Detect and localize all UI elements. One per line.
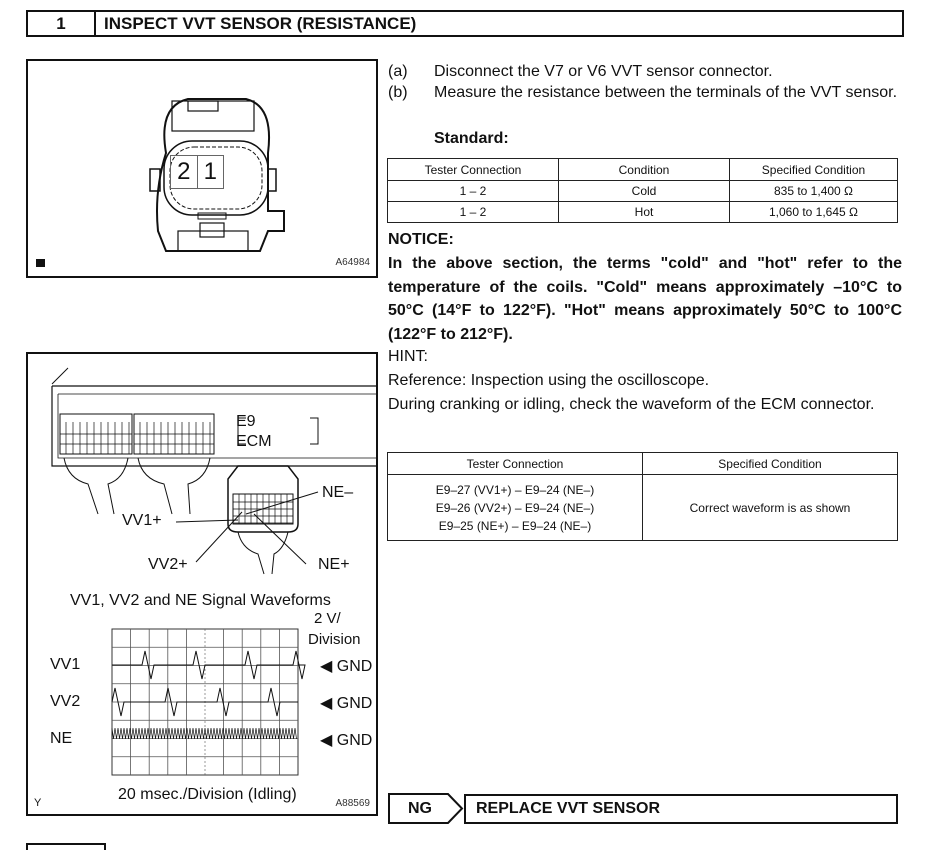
gnd-marker-vv1: ◀ GND [320,658,373,675]
gnd-marker-vv2: ◀ GND [320,695,373,712]
time-per-division: 20 msec./Division (Idling) [118,786,297,803]
column-header: Specified Condition [642,452,898,475]
pin-layout: 2 1 [170,155,224,189]
sensor-connector-drawing [149,98,285,252]
ng-arrow-box [388,793,464,824]
ng-label: NG [408,800,432,817]
gnd-label: GND [336,658,373,675]
table-cell: 835 to 1,400 Ω [729,180,898,202]
step-label: (b) [388,84,408,101]
ecm-connector-drawing [51,367,376,575]
connection-line: E9–26 (VV2+) – E9–24 (NE–) [435,500,595,515]
table-cell: E9–27 (VV1+) – E9–24 (NE–) E9–26 (VV2+) … [387,474,643,541]
table-cell: Cold [558,180,730,202]
channel-vv1-label: VV1 [50,656,81,673]
sensor-connector-figure: 2 1 A64984 [26,59,378,278]
pin-2: 2 [171,156,198,188]
table-cell: 1 – 2 [387,180,559,202]
terminal-vv2-label: VV2+ [148,556,188,573]
table-cell: Correct waveform is as shown [642,474,898,541]
volts-per-division: 2 V/ Division [308,608,361,650]
figure-corner-mark: Y [34,797,42,809]
table-cell: Hot [558,201,730,223]
ne-waveform [111,727,297,740]
hint-line-1: Reference: Inspection using the oscillos… [388,372,710,389]
figure-code: A88569 [335,798,370,809]
column-header: Tester Connection [387,452,643,475]
standard-label: Standard: [434,130,509,147]
table-header-row: Tester Connection Condition Specified Co… [387,158,898,181]
terminal-ne-minus-label: NE– [322,484,354,501]
terminal-vv1-label: VV1+ [122,512,162,529]
waveform-title: VV1, VV2 and NE Signal Waveforms [70,592,331,609]
column-header: Specified Condition [729,158,898,181]
table-row: E9–27 (VV1+) – E9–24 (NE–) E9–26 (VV2+) … [387,474,898,541]
vdiv-value: 2 V/ [314,610,341,627]
step-a: (a) Disconnect the V7 or V6 VVT sensor c… [388,61,903,82]
replace-action-box: REPLACE VVT SENSOR [464,794,898,824]
terminal-ne-plus-label: NE+ [318,556,350,573]
vdiv-unit: Division [308,631,361,648]
column-header: Tester Connection [387,158,559,181]
column-header: Condition [558,158,730,181]
step-text: Disconnect the V7 or V6 VVT sensor conne… [434,63,773,80]
waveform-table: Tester Connection Specified Condition E9… [387,452,898,541]
hint-title: HINT: [388,348,428,365]
vv2-waveform [111,687,298,717]
ecm-label: ECM [236,433,272,450]
notice-text: In the above section, the terms "cold" a… [388,255,902,343]
vv1-waveform [112,650,306,680]
section-header: 1 INSPECT VVT SENSOR (RESISTANCE) [26,10,904,37]
gnd-label: GND [336,695,373,712]
channel-ne-label: NE [50,730,73,747]
step-label: (a) [388,63,408,80]
table-cell: 1,060 to 1,645 Ω [729,201,898,223]
step-b: (b) Measure the resistance between the t… [388,82,903,103]
connection-line: E9–25 (NE+) – E9–24 (NE–) [438,518,592,533]
section-number: 1 [28,12,96,35]
table-cell: 1 – 2 [387,201,559,223]
connector-e9-label: E9 [236,413,256,430]
table-row: 1 – 2 Cold 835 to 1,400 Ω [387,180,898,202]
connector-symbol-icon [36,259,45,267]
oscilloscope-display [111,628,306,776]
table-row: 1 – 2 Hot 1,060 to 1,645 Ω [387,201,898,223]
hint-line-2: During cranking or idling, check the wav… [388,396,875,413]
gnd-label: GND [336,732,373,749]
figure-code: A64984 [335,257,370,268]
connection-line: E9–27 (VV1+) – E9–24 (NE–) [435,482,595,497]
connector-id-label: E9 ECM [236,412,272,452]
ecm-waveform-figure: E9 ECM VV1+ NE– VV2+ NE+ VV1, VV2 and NE… [26,352,378,816]
next-step-box [26,843,106,850]
gnd-marker-ne: ◀ GND [320,732,373,749]
table-header-row: Tester Connection Specified Condition [387,452,898,475]
channel-vv2-label: VV2 [50,693,81,710]
resistance-table: Tester Connection Condition Specified Co… [387,158,898,223]
notice-title: NOTICE: [388,231,454,248]
step-text: Measure the resistance between the termi… [434,84,898,101]
section-title: INSPECT VVT SENSOR (RESISTANCE) [104,14,417,33]
pin-1: 1 [203,158,217,185]
